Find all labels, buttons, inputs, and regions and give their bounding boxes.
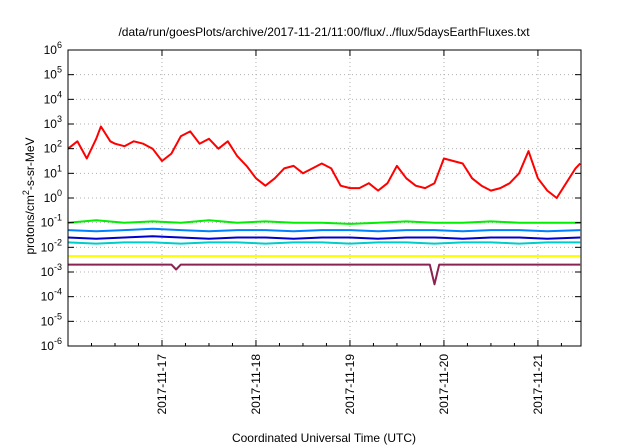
y-tick-exponent: 6 xyxy=(57,40,62,50)
y-tick-base: 10 xyxy=(44,92,58,106)
y-tick-exponent: 0 xyxy=(57,188,62,198)
series-line-7 xyxy=(68,263,581,286)
y-tick-base: 10 xyxy=(41,216,55,230)
y-tick-base: 10 xyxy=(41,290,55,304)
y-tick-exponent: -4 xyxy=(54,287,62,297)
y-tick-base: 10 xyxy=(44,166,58,180)
y-axis-label-superscript: 2 xyxy=(21,190,31,195)
y-axis-label-main: protons/cm xyxy=(23,195,37,254)
y-tick-label: 106 xyxy=(44,40,62,57)
y-tick-label: 103 xyxy=(44,114,62,131)
y-tick-label: 101 xyxy=(44,163,62,180)
y-tick-exponent: 5 xyxy=(57,65,62,75)
series-line-2 xyxy=(67,219,581,225)
y-tick-label: 104 xyxy=(44,89,62,106)
data-series xyxy=(67,125,581,286)
y-tick-base: 10 xyxy=(41,265,55,279)
series-line-5 xyxy=(67,235,581,240)
y-tick-base: 10 xyxy=(44,117,58,131)
series-line-1 xyxy=(67,125,581,199)
y-axis-label: protons/cm2-s-sr-MeV xyxy=(21,137,37,254)
x-axis-label: Coordinated Universal Time (UTC) xyxy=(232,431,416,445)
y-tick-label: 102 xyxy=(44,139,62,156)
y-tick-exponent: -6 xyxy=(54,336,62,346)
y-tick-exponent: -1 xyxy=(54,213,62,223)
y-tick-label: 10-4 xyxy=(41,287,62,304)
y-tick-label: 105 xyxy=(44,65,62,82)
y-tick-label: 10-6 xyxy=(41,336,62,353)
y-tick-base: 10 xyxy=(44,191,58,205)
y-axis-ticks: 10610510410310210110010-110-210-310-410-… xyxy=(41,40,581,353)
y-tick-label: 10-1 xyxy=(41,213,62,230)
series-line-3 xyxy=(67,227,581,233)
y-tick-label: 100 xyxy=(44,188,62,205)
y-tick-base: 10 xyxy=(41,339,55,353)
x-axis-ticks: 2017-11-17 2017-11-18 2017-11-19 2017-11-20… xyxy=(90,50,562,415)
y-tick-exponent: 1 xyxy=(57,163,62,173)
x-tick-label: 2017-11-20 xyxy=(437,354,451,415)
y-tick-exponent: -5 xyxy=(54,311,62,321)
y-axis-label-rest: -s-sr-MeV xyxy=(23,137,37,190)
y-tick-exponent: -2 xyxy=(54,237,62,247)
y-tick-exponent: 3 xyxy=(57,114,62,124)
y-tick-exponent: 4 xyxy=(57,89,62,99)
y-tick-base: 10 xyxy=(41,240,55,254)
grid-lines xyxy=(68,50,581,346)
y-tick-label: 10-5 xyxy=(41,311,62,328)
y-tick-base: 10 xyxy=(44,142,58,156)
y-tick-exponent: 2 xyxy=(57,139,62,149)
x-tick-label: 2017-11-18 xyxy=(249,354,263,415)
y-tick-base: 10 xyxy=(44,68,58,82)
x-tick-label: 2017-11-21 xyxy=(531,354,545,415)
x-tick-label: 2017-11-19 xyxy=(343,354,357,415)
chart-title: /data/run/goesPlots/archive/2017-11-21/1… xyxy=(118,25,530,39)
series-line-4 xyxy=(67,241,581,245)
y-tick-label: 10-3 xyxy=(41,262,62,279)
y-tick-base: 10 xyxy=(44,43,58,57)
x-tick-label: 2017-11-17 xyxy=(155,354,169,415)
y-tick-exponent: -3 xyxy=(54,262,62,272)
y-tick-base: 10 xyxy=(41,314,55,328)
y-tick-label: 10-2 xyxy=(41,237,62,254)
